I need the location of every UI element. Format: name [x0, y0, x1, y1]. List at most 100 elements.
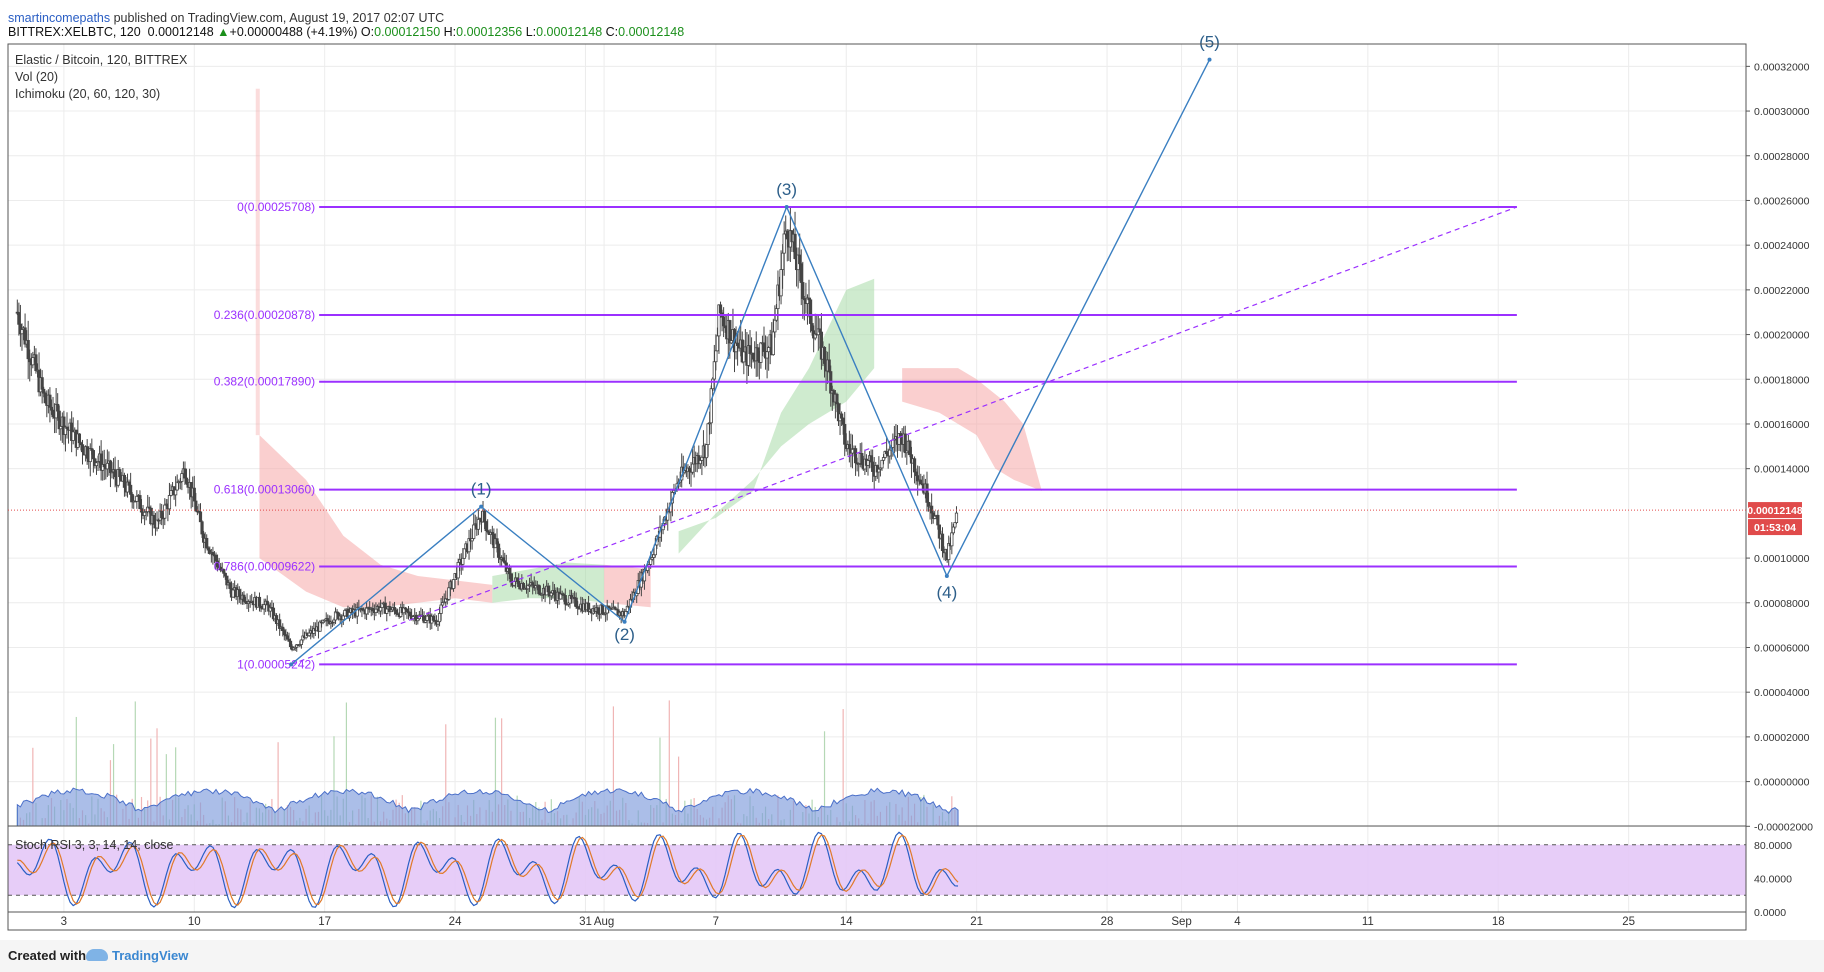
fibonacci-retracement[interactable]: 0(0.00025708) 0.236(0.00020878) 0.382(0.00…	[214, 200, 1517, 671]
candle-body	[853, 448, 858, 464]
close-value: 0.00012148	[618, 25, 685, 39]
candle-body	[840, 413, 844, 419]
chart-header: smartincomepaths published on TradingVie…	[0, 0, 1824, 44]
candle-body	[257, 596, 262, 607]
candle-body	[299, 639, 303, 645]
candle-body	[914, 471, 918, 477]
candle-body	[198, 511, 203, 523]
y-tick-label: 0.00008000	[1754, 598, 1810, 610]
candle-body	[262, 604, 266, 610]
y-tick-label: 0.00000000	[1754, 777, 1810, 789]
fib-level-label: 0.618(0.00013060)	[214, 483, 315, 497]
candle-body	[706, 423, 710, 445]
tradingview-logo[interactable]: TradingView	[86, 948, 188, 963]
candle-body	[748, 345, 752, 354]
candle-body	[105, 462, 109, 470]
candle-body	[456, 561, 460, 579]
x-tick-label: 10	[188, 916, 201, 928]
candle-body	[49, 406, 54, 411]
candle-body	[405, 608, 409, 613]
candle-body	[175, 481, 179, 491]
candle-body	[343, 609, 347, 617]
y-tick-label: 0.00026000	[1754, 195, 1810, 207]
y-tick-label: 0.00020000	[1754, 330, 1810, 342]
wave-label: (2)	[614, 625, 635, 644]
oscillator-label: Stoch RSI 3, 3, 14, 14, close	[15, 838, 173, 852]
candle-body	[953, 522, 957, 528]
wave-label: (3)	[776, 180, 797, 199]
candle-body	[242, 594, 246, 602]
candle-body	[940, 533, 945, 552]
y-tick-label: 0.00002000	[1754, 732, 1810, 744]
candle-body	[908, 440, 912, 456]
candle-body	[712, 361, 716, 380]
elliott-wave[interactable]: (1) (2) (3) (4) (5)	[289, 33, 1220, 667]
osc-tick-label: 0.0000	[1754, 907, 1786, 919]
candle-body	[903, 433, 907, 454]
candle-body	[194, 500, 198, 512]
wave-point	[289, 662, 294, 667]
volume-pane	[16, 700, 959, 827]
x-tick-label: 11	[1362, 916, 1374, 928]
candle-body	[773, 319, 777, 333]
candle-body	[925, 483, 929, 503]
published-text: published on TradingView.com, August 19,…	[113, 11, 445, 25]
candle-body	[341, 615, 345, 621]
candle-body	[472, 524, 476, 539]
axes: 3 10 17 24 31 Aug 7 14 21 28 Sep 4 11 18 25 0.00032000 0…	[7, 43, 1813, 931]
wave-label: (5)	[1199, 33, 1220, 52]
candle-body	[765, 351, 769, 359]
volume-ma-area	[16, 787, 959, 827]
stoch-k-line	[16, 831, 959, 909]
candle-body	[841, 417, 845, 425]
x-tick-label: 24	[449, 916, 462, 928]
wave-label: (1)	[471, 480, 492, 499]
candle-body	[138, 495, 142, 510]
legend-ichimoku: Ichimoku (20, 60, 120, 30)	[15, 87, 160, 101]
candle-body	[94, 462, 99, 467]
candle-body	[898, 433, 903, 437]
candle-body	[866, 460, 870, 466]
brand-text: TradingView	[112, 948, 189, 963]
candle-body	[880, 459, 884, 469]
candle-body	[700, 456, 704, 461]
cloud-red	[902, 368, 1042, 492]
y-tick-label: 0.00016000	[1754, 419, 1810, 431]
y-tick-label: 0.00018000	[1754, 374, 1810, 386]
author-link[interactable]: smartincomepaths	[8, 11, 111, 25]
candle-body	[781, 252, 785, 270]
candle-body	[835, 393, 839, 405]
candle-body	[118, 469, 122, 478]
candle-body	[462, 548, 466, 559]
candle-body	[495, 538, 499, 545]
y-tick-label: 0.00004000	[1754, 687, 1810, 699]
countdown-badge: 01:53:04	[1754, 522, 1796, 534]
wave-point	[784, 204, 789, 209]
y-tick-label: 0.00010000	[1754, 553, 1810, 565]
low-value: 0.00012148	[536, 25, 603, 39]
candle-body	[759, 342, 763, 363]
wave-point	[944, 573, 949, 578]
y-tick-label: 0.00022000	[1754, 285, 1810, 297]
chart-frame	[7, 43, 1747, 931]
x-tick-label: 14	[840, 916, 853, 928]
candle-body	[756, 347, 760, 361]
candle-body	[600, 604, 605, 614]
candle-body	[877, 468, 881, 473]
y-tick-label: 0.00032000	[1754, 61, 1810, 73]
candle-body	[437, 613, 442, 623]
high-label: H:	[443, 25, 457, 39]
osc-tick-label: 40.0000	[1754, 873, 1792, 885]
candle-body	[200, 521, 204, 535]
candle-body	[496, 543, 501, 558]
trendline[interactable]	[290, 206, 1518, 665]
candle-body	[318, 621, 322, 632]
candle-body	[281, 626, 285, 631]
x-tick-label: Sep	[1171, 916, 1191, 928]
candle-body	[374, 608, 378, 614]
candle-body	[80, 444, 85, 453]
footer-bar: Created with TradingView	[0, 940, 1824, 972]
symbol-text: BITTREX:XELBTC, 120	[8, 25, 141, 39]
candle-body	[711, 378, 715, 390]
